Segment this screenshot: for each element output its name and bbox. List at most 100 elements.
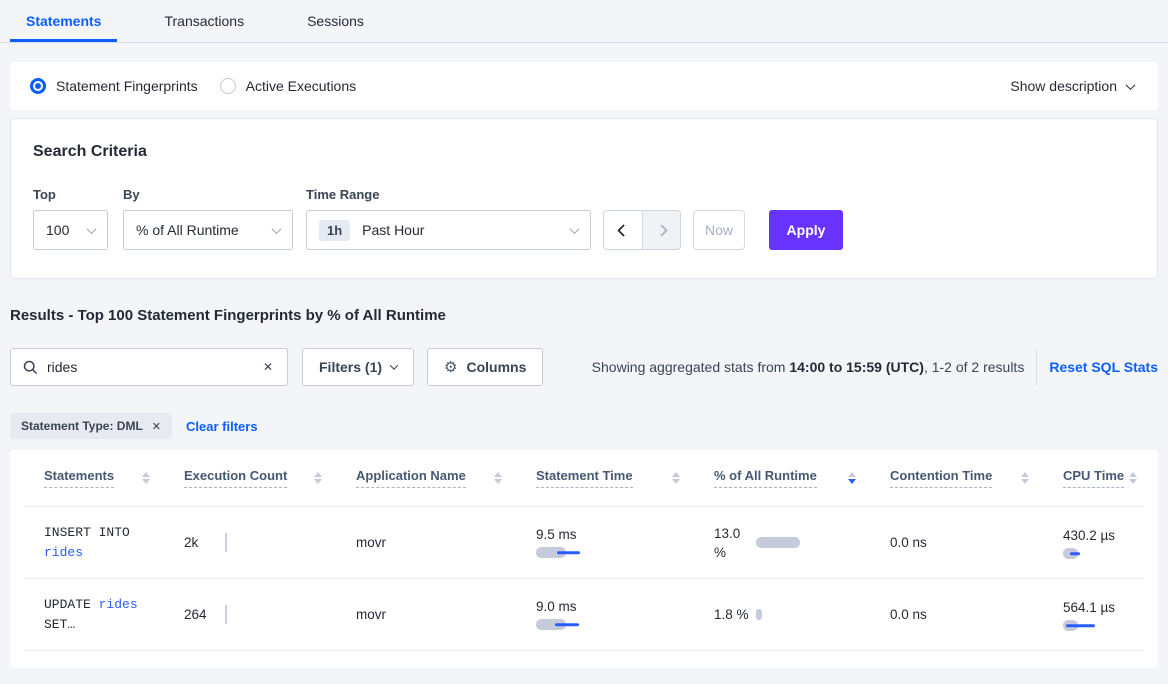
column-header-cpu-time[interactable]: CPU Time [1063, 468, 1143, 488]
column-header-statement-time[interactable]: Statement Time [536, 468, 714, 488]
sort-icon [142, 472, 150, 484]
statement-link[interactable]: rides [44, 544, 84, 560]
cpu-time-value: 564.1 µs [1063, 600, 1116, 615]
cpu-time-cell: 430.2 µs [1063, 526, 1119, 559]
table-row: UPDATE rides SET… 264 movr 9.0 ms 1.8 % … [25, 579, 1143, 651]
sort-icon [1129, 472, 1137, 484]
chevron-down-icon [1125, 79, 1136, 90]
time-range-select[interactable]: 1h Past Hour [306, 210, 591, 250]
execution-count-cell: 2k [184, 533, 356, 552]
statement-time-cell: 9.0 ms [536, 599, 714, 630]
pct-runtime-value: 13.0 % [714, 525, 741, 560]
previous-time-button[interactable] [604, 211, 642, 249]
execution-count-value: 2k [184, 535, 199, 550]
sort-icon [494, 472, 502, 484]
statement-search-box: ✕ [10, 348, 288, 386]
filters-button[interactable]: Filters (1) [302, 348, 415, 386]
cpu-time-value: 430.2 µs [1063, 528, 1116, 543]
pct-runtime-cell: 13.0 % [714, 524, 890, 562]
count-bar [225, 605, 227, 624]
tab-sessions[interactable]: Sessions [307, 13, 364, 29]
pct-runtime-bar [756, 609, 762, 620]
pct-runtime-cell: 1.8 % [714, 605, 890, 624]
page-tabs: Statements Transactions Sessions [0, 0, 1168, 43]
statement-cell: INSERT INTO rides [25, 523, 184, 563]
radio-unselected-icon [219, 78, 236, 94]
active-filters: Statement Type: DML ✕ Clear filters [10, 413, 1158, 439]
column-header-application-name[interactable]: Application Name [356, 468, 536, 488]
sort-icon [672, 472, 680, 484]
statement-text: UPDATE [44, 596, 99, 612]
column-header-pct-runtime[interactable]: % of All Runtime [714, 468, 890, 488]
time-range-label: Time Range [306, 187, 380, 202]
reset-sql-stats-link[interactable]: Reset SQL Stats [1049, 359, 1158, 375]
radio-label: Active Executions [245, 78, 357, 94]
statement-time-value: 9.5 ms [536, 527, 577, 542]
clear-filters-link[interactable]: Clear filters [186, 418, 258, 434]
top-select[interactable]: 100 [33, 210, 108, 250]
radio-label: Statement Fingerprints [56, 78, 198, 94]
statements-table: Statements Execution Count Application N… [10, 450, 1158, 668]
top-select-value: 100 [46, 222, 70, 238]
column-header-execution-count[interactable]: Execution Count [184, 468, 356, 488]
table-row: INSERT INTO rides 2k movr 9.5 ms 13.0 % … [25, 507, 1143, 579]
statement-time-cell: 9.5 ms [536, 527, 714, 558]
apply-button[interactable]: Apply [769, 210, 843, 250]
filter-chip-label: Statement Type: DML [21, 419, 143, 433]
remove-filter-icon[interactable]: ✕ [151, 420, 162, 433]
statement-text: INSERT INTO [44, 524, 130, 540]
filters-button-label: Filters (1) [319, 359, 383, 375]
execution-count-value: 264 [184, 607, 207, 622]
count-bar [225, 533, 227, 552]
status-time-range: 14:00 to 15:59 (UTC) [789, 359, 924, 375]
columns-button[interactable]: ⚙ Columns [427, 348, 544, 386]
results-status: Showing aggregated stats from 14:00 to 1… [592, 359, 1025, 375]
clear-search-icon[interactable]: ✕ [262, 360, 273, 374]
chevron-down-icon [569, 223, 580, 234]
column-header-contention-time[interactable]: Contention Time [890, 468, 1063, 488]
pct-runtime-bar [756, 537, 800, 548]
statement-text: SET… [44, 616, 76, 632]
statement-link[interactable]: rides [98, 596, 138, 612]
cpu-time-bar [1063, 548, 1080, 559]
cpu-time-bar [1063, 620, 1095, 631]
sort-icon-active-desc [848, 472, 856, 484]
view-toggle-bar: Statement Fingerprints Active Executions… [10, 62, 1158, 110]
results-controls: ✕ Filters (1) ⚙ Columns Showing aggregat… [10, 348, 1158, 386]
tab-transactions[interactable]: Transactions [164, 13, 245, 29]
search-icon [23, 360, 38, 374]
time-range-nav [603, 210, 681, 250]
column-header-statements[interactable]: Statements [25, 468, 184, 488]
statement-time-value: 9.0 ms [536, 599, 577, 614]
contention-time-cell: 0.0 ns [890, 535, 927, 550]
radio-selected-icon [30, 78, 46, 94]
by-label: By [123, 187, 140, 202]
by-select[interactable]: % of All Runtime [123, 210, 293, 250]
pct-runtime-value: 1.8 % [714, 607, 749, 622]
now-button[interactable]: Now [693, 210, 745, 250]
sort-icon [1021, 472, 1029, 484]
cpu-time-cell: 564.1 µs [1063, 598, 1119, 631]
execution-count-cell: 264 [184, 605, 356, 624]
top-label: Top [33, 187, 56, 202]
by-select-value: % of All Runtime [136, 222, 239, 238]
application-name-cell: movr [356, 535, 386, 550]
chevron-left-icon [616, 223, 630, 237]
sort-icon [314, 472, 322, 484]
results-heading: Results - Top 100 Statement Fingerprints… [10, 307, 446, 324]
next-time-button[interactable] [642, 211, 680, 249]
filter-chip-statement-type: Statement Type: DML ✕ [10, 413, 173, 439]
search-input[interactable] [47, 359, 261, 375]
chevron-down-icon [86, 223, 97, 234]
divider [1036, 349, 1038, 385]
show-description-toggle[interactable]: Show description [1010, 78, 1136, 94]
tab-statements[interactable]: Statements [10, 0, 117, 42]
radio-statement-fingerprints[interactable]: Statement Fingerprints [30, 78, 198, 94]
statement-time-bar [536, 547, 580, 558]
time-range-badge: 1h [319, 219, 351, 241]
search-criteria-panel: Search Criteria Top 100 By % of All Runt… [10, 118, 1158, 279]
columns-button-label: Columns [466, 359, 527, 375]
time-range-value: Past Hour [362, 222, 425, 238]
status-prefix: Showing aggregated stats from [591, 359, 790, 375]
radio-active-executions[interactable]: Active Executions [219, 78, 357, 94]
